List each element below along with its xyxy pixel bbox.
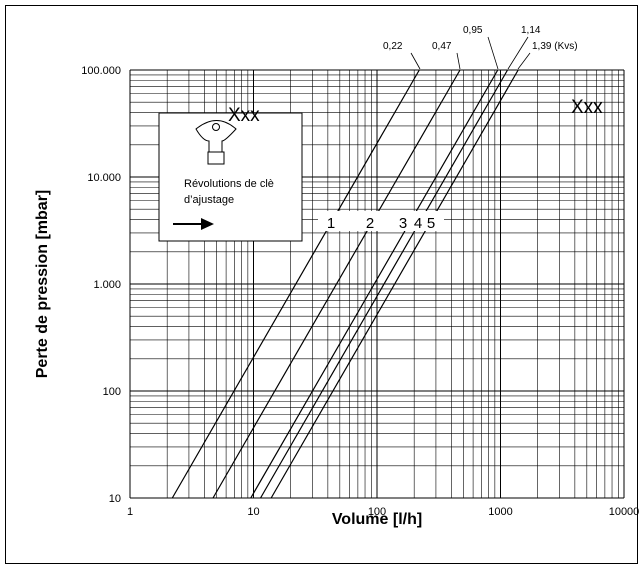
turn-label-strip <box>318 211 444 231</box>
series-line-4 <box>260 69 509 499</box>
x-tick-label: 1000 <box>488 506 512 518</box>
kvs-label-5: 1,39 (Kvs) <box>532 41 578 52</box>
y-axis-title: Perte de pression [mbar] <box>34 190 51 379</box>
x-tick-labels: 1 10 100 1000 10000 <box>127 506 639 518</box>
kvs-leader-line <box>410 52 421 70</box>
legend-box: Révolutions de clè d’ajustage <box>158 112 303 242</box>
kvs-label-1: 0,22 <box>383 41 403 52</box>
y-tick-label: 100 <box>103 386 121 398</box>
kvs-label-4: 1,14 <box>521 25 541 36</box>
kvs-leader-line <box>507 36 529 70</box>
corner-label-left: Xxx <box>228 105 260 126</box>
series-line-3 <box>250 69 499 499</box>
legend-text-line2: d’ajustage <box>184 194 234 206</box>
turn-label-5: 5 <box>427 215 435 232</box>
kvs-labels: 0,22 0,47 0,95 1,14 1,39 (Kvs) <box>383 25 578 70</box>
turn-label-1: 1 <box>327 215 335 232</box>
kvs-leader-line <box>487 36 499 70</box>
key-icon <box>195 120 237 165</box>
legend-text-line1: Révolutions de clè <box>184 178 274 190</box>
y-tick-label: 100.000 <box>81 65 121 77</box>
series-line-2 <box>212 69 461 499</box>
x-tick-label: 10000 <box>609 506 640 518</box>
turn-label-4: 4 <box>414 215 422 232</box>
x-tick-label: 100 <box>368 506 386 518</box>
y-tick-label: 10 <box>109 493 121 505</box>
corner-label-right: Xxx <box>571 97 603 118</box>
x-tick-label: 1 <box>127 506 133 518</box>
series-layer <box>171 69 519 499</box>
chart-frame <box>5 5 638 564</box>
kvs-label-2: 0,47 <box>432 41 452 52</box>
turn-label-3: 3 <box>399 215 407 232</box>
y-tick-label: 1.000 <box>93 279 121 291</box>
y-tick-labels: 10 100 1.000 10.000 100.000 <box>81 65 121 505</box>
x-tick-label: 10 <box>247 506 259 518</box>
x-axis-title: Volume [l/h] <box>332 511 422 528</box>
series-line-1 <box>171 69 420 499</box>
kvs-leader-line <box>517 52 531 70</box>
arrow-right-icon <box>173 218 214 230</box>
turn-label-2: 2 <box>366 215 374 232</box>
y-tick-label: 10.000 <box>87 172 121 184</box>
series-line-5 <box>270 69 519 499</box>
kvs-label-3: 0,95 <box>463 25 483 36</box>
kvs-leader-line <box>456 52 461 70</box>
